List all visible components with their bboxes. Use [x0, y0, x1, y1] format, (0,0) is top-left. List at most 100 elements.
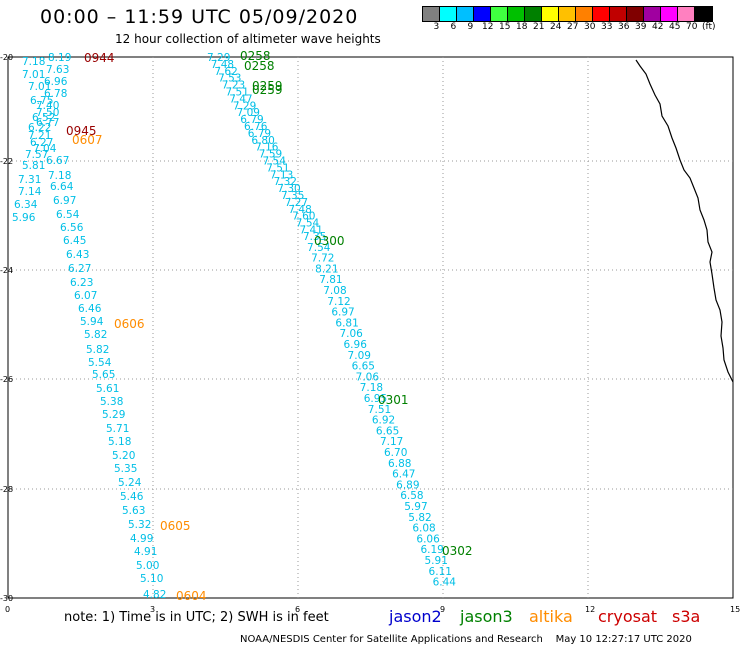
wave-height-value: 7.13 — [270, 169, 293, 181]
wave-height-value: 6.19 — [420, 544, 443, 556]
pass-time-label: 0258 — [240, 49, 271, 63]
legend-label: 27 — [567, 22, 579, 32]
y-tick-label: -28 — [0, 485, 13, 494]
legend-swatch — [457, 7, 474, 21]
wave-height-value: 6.27 — [68, 263, 91, 275]
legend-swatch — [440, 7, 457, 21]
wave-height-value: 6.81 — [335, 317, 358, 329]
legend-label: 9 — [467, 22, 474, 32]
legend-label: (ft) — [702, 22, 716, 32]
wave-height-value: 5.81 — [22, 160, 45, 172]
pass-time-label: 0259 — [252, 83, 283, 97]
wave-height-value: 6.11 — [429, 566, 452, 578]
wave-height-value: 7.12 — [327, 296, 350, 308]
wave-height-value: 4.91 — [134, 546, 157, 558]
wave-height-value: 5.54 — [88, 357, 112, 369]
wave-height-value: 7.50 — [36, 107, 59, 119]
pass-time-label: 0259 — [252, 79, 283, 93]
legend-label: 12 — [482, 22, 494, 32]
wave-height-value: 6.56 — [60, 222, 84, 234]
wave-height-value: 7.27 — [285, 197, 308, 209]
wave-height-value: 6.65 — [376, 425, 399, 437]
wave-height-value: 5.91 — [425, 555, 448, 567]
legend-swatch — [661, 7, 678, 21]
wave-height-value: 7.18 — [360, 382, 383, 394]
wave-height-value: 7.18 — [22, 56, 45, 68]
legend-label: 30 — [584, 22, 596, 32]
wave-height-value: 8.19 — [48, 52, 71, 64]
wave-height-value: 5.18 — [108, 436, 131, 448]
wave-height-value: 6.88 — [388, 458, 411, 470]
wave-height-value: 6.47 — [392, 469, 415, 481]
wave-height-value: 5.10 — [140, 573, 163, 585]
wave-height-value: 5.00 — [136, 560, 159, 572]
satellite-label-jason3: jason3 — [460, 607, 513, 626]
wave-height-value: 6.43 — [66, 249, 89, 261]
legend-label: 33 — [601, 22, 613, 32]
legend-swatch — [695, 7, 712, 21]
pass-time-label: 0300 — [314, 234, 345, 248]
wave-height-value: 7.62 — [214, 66, 237, 78]
wave-height-value: 6.22 — [28, 122, 51, 134]
satellite-label-s3a: s3a — [672, 607, 701, 626]
wave-height-value: 7.47 — [229, 93, 252, 105]
wave-height-value: 7.40 — [36, 100, 59, 112]
legend-label: 18 — [516, 22, 528, 32]
wave-height-value: 6.77 — [36, 117, 59, 129]
wave-height-value: 7.29 — [207, 52, 230, 64]
x-tick-label: 6 — [295, 605, 300, 614]
wave-height-value: 7.63 — [46, 64, 69, 76]
wave-height-value: 6.89 — [396, 479, 419, 491]
wave-height-value: 5.24 — [118, 477, 142, 489]
wave-height-value: 7.54 — [263, 156, 287, 168]
wave-height-value: 6.45 — [63, 235, 86, 247]
wave-height-value: 5.71 — [106, 423, 129, 435]
legend-swatch — [610, 7, 627, 21]
legend-swatch — [627, 7, 644, 21]
wave-height-value: 5.96 — [12, 212, 36, 224]
wave-height-value: 5.38 — [100, 396, 123, 408]
wave-height-value: 7.23 — [222, 80, 245, 92]
x-tick-label: 12 — [585, 605, 595, 614]
wave-height-value: 7.51 — [368, 404, 391, 416]
legend-label: 70 — [686, 22, 698, 32]
coastline — [635, 59, 734, 383]
legend-swatch — [423, 7, 440, 21]
wave-height-value: 5.97 — [404, 501, 427, 513]
pass-time-label: 0607 — [72, 133, 103, 147]
wave-height-value: 7.57 — [25, 149, 48, 161]
wave-height-value: 6.08 — [412, 523, 435, 535]
wave-height-value: 7.72 — [311, 253, 334, 265]
wave-height-value: 5.20 — [112, 450, 135, 462]
color-scale-legend — [422, 6, 713, 22]
legend-swatch — [474, 7, 491, 21]
wave-height-value: 7.35 — [303, 231, 326, 243]
wave-height-value: 7.35 — [281, 190, 304, 202]
wave-height-value: 6.23 — [70, 277, 93, 289]
pass-time-label: 0606 — [114, 317, 145, 331]
wave-height-value: 7.01 — [22, 69, 45, 81]
satellite-label-altika: altika — [529, 607, 573, 626]
wave-height-value: 5.35 — [114, 463, 137, 475]
wave-height-value: 7.32 — [274, 176, 297, 188]
pass-time-label: 0302 — [442, 544, 473, 558]
wave-height-value: 5.32 — [128, 519, 151, 531]
satellite-label-cryosat: cryosat — [598, 607, 658, 626]
wave-height-value: 7.09 — [348, 350, 371, 362]
wave-height-value: 6.96 — [44, 76, 68, 88]
map-frame — [7, 56, 734, 599]
pass-time-label: 0944 — [84, 51, 115, 65]
legend-swatch — [508, 7, 525, 21]
wave-height-value: 7.48 — [288, 204, 311, 216]
wave-height-value: 5.46 — [120, 491, 144, 503]
wave-height-value: 5.63 — [122, 505, 145, 517]
legend-swatch — [644, 7, 661, 21]
credit-line: NOAA/NESDIS Center for Satellite Applica… — [240, 634, 692, 645]
wave-height-value: 7.18 — [48, 170, 71, 182]
wave-height-value: 5.65 — [92, 369, 115, 381]
wave-height-value: 5.94 — [80, 316, 104, 328]
wave-height-value: 6.54 — [56, 209, 80, 221]
legend-label: 6 — [450, 22, 457, 32]
wave-height-value: 6.80 — [251, 135, 274, 147]
